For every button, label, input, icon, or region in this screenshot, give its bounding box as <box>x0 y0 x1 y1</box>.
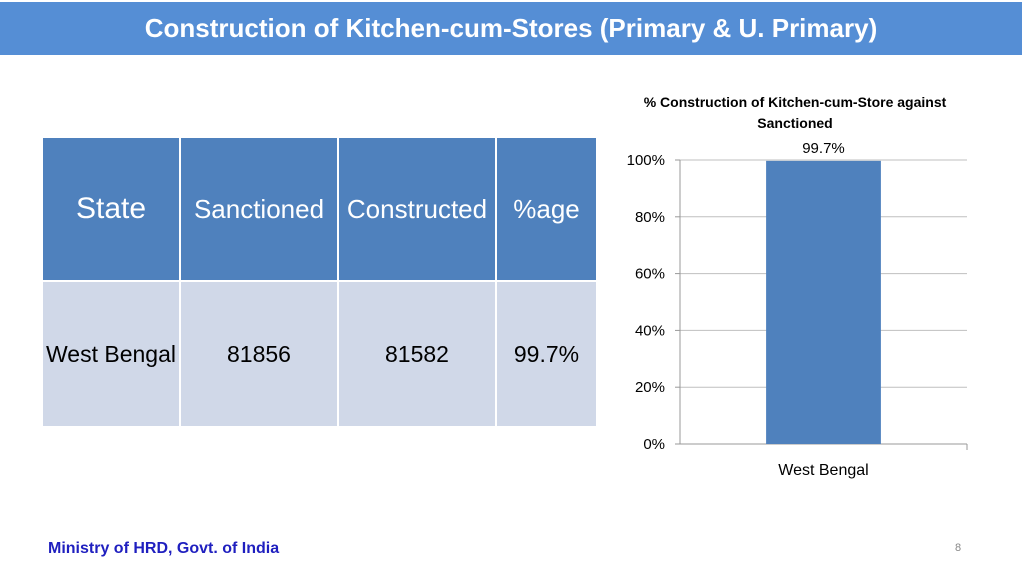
data-table: State Sanctioned Constructed %age West B… <box>41 136 598 428</box>
header-percentage: %age <box>495 136 598 282</box>
table-row: West Bengal 81856 81582 99.7% <box>41 280 598 428</box>
header-constructed: Constructed <box>337 136 497 282</box>
chart-title: % Construction of Kitchen-cum-Store agai… <box>643 94 947 131</box>
y-tick-label: 40% <box>635 322 665 339</box>
y-tick-label: 100% <box>627 152 665 169</box>
cell-constructed: 81582 <box>337 280 497 428</box>
slide-title: Construction of Kitchen-cum-Stores (Prim… <box>0 2 1022 55</box>
bar <box>766 160 881 445</box>
y-tick-label: 0% <box>643 436 665 453</box>
header-state: State <box>41 136 181 282</box>
data-label: 99.7% <box>802 140 845 157</box>
x-tick-label: West Bengal <box>778 462 868 479</box>
y-tick-label: 20% <box>635 379 665 396</box>
cell-sanctioned: 81856 <box>179 280 339 428</box>
cell-state: West Bengal <box>41 280 181 428</box>
cell-percentage: 99.7% <box>495 280 598 428</box>
footer-text: Ministry of HRD, Govt. of India <box>48 540 280 557</box>
y-tick-label: 60% <box>635 266 665 283</box>
y-tick-label: 80% <box>635 209 665 226</box>
page-number: 8 <box>955 542 962 554</box>
header-sanctioned: Sanctioned <box>179 136 339 282</box>
table-header-row: State Sanctioned Constructed %age <box>41 136 598 282</box>
